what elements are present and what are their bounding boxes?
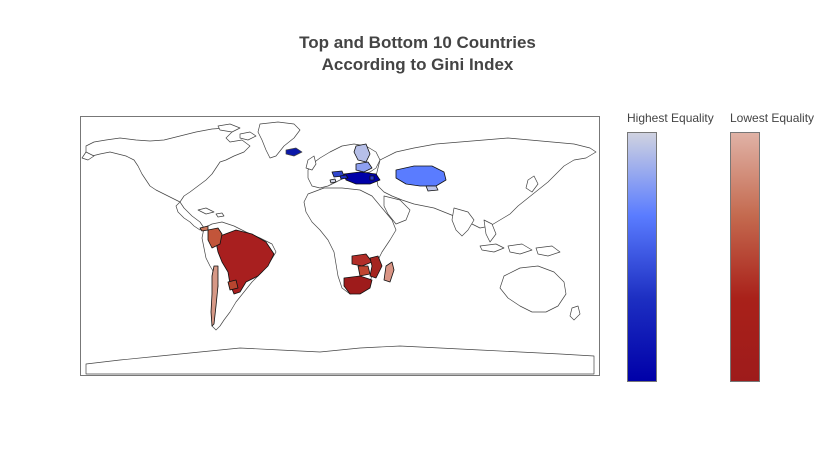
great-britain — [305, 155, 317, 171]
country-slovenia[interactable] — [329, 178, 337, 184]
country-colombia[interactable] — [207, 227, 223, 249]
asia — [375, 137, 597, 229]
antarctica — [85, 345, 595, 375]
new-zealand — [569, 305, 581, 321]
indonesia-a — [479, 243, 505, 253]
country-moldova[interactable] — [369, 175, 375, 181]
country-zimbabwe[interactable] — [357, 265, 371, 277]
colorbar-title-lowest: Lowest Equality — [730, 111, 815, 125]
japan — [525, 175, 539, 193]
colorbar-lowest-equality: Lowest Equality — [730, 110, 814, 382]
world-map-svg — [80, 116, 600, 376]
country-madagascar[interactable] — [383, 261, 395, 283]
indonesia-b — [507, 243, 533, 255]
colorbar-highest-equality: Highest Equality — [627, 110, 714, 382]
country-belarus[interactable] — [355, 161, 373, 173]
colorbar-gradient-highest — [627, 132, 657, 382]
country-ukraine[interactable] — [343, 171, 381, 185]
world-map[interactable] — [80, 116, 600, 376]
cuba — [197, 207, 215, 215]
iceland[interactable] — [285, 147, 303, 157]
country-kyrgyzstan[interactable] — [425, 185, 439, 192]
alaska — [81, 151, 95, 161]
greenland — [257, 121, 301, 159]
australia — [499, 265, 567, 313]
arctic-island-a — [217, 123, 241, 133]
arabia — [383, 195, 411, 225]
country-brazil[interactable] — [215, 229, 275, 295]
country-zambia[interactable] — [351, 253, 373, 267]
southeast-asia — [483, 219, 497, 243]
india — [451, 207, 475, 237]
country-kazakhstan[interactable] — [395, 165, 447, 187]
arctic-island-b — [239, 131, 257, 141]
map-frame-border — [80, 116, 600, 376]
colorbar-title-highest: Highest Equality — [627, 111, 714, 125]
country-chile[interactable] — [210, 265, 219, 327]
country-panama[interactable] — [199, 225, 209, 232]
chart-title-line-1: Top and Bottom 10 Countries — [299, 33, 536, 52]
hispaniola — [215, 212, 225, 218]
country-south-africa[interactable] — [343, 275, 373, 295]
country-slovakia[interactable] — [339, 174, 349, 180]
colorbar-gradient-lowest — [730, 132, 760, 382]
north-america — [85, 127, 251, 231]
chart-title: Top and Bottom 10 Countries According to… — [230, 32, 605, 76]
new-guinea — [535, 245, 561, 257]
country-mozambique[interactable] — [369, 255, 383, 279]
chart-title-line-2: According to Gini Index — [321, 55, 514, 74]
country-paraguay[interactable] — [227, 279, 239, 291]
